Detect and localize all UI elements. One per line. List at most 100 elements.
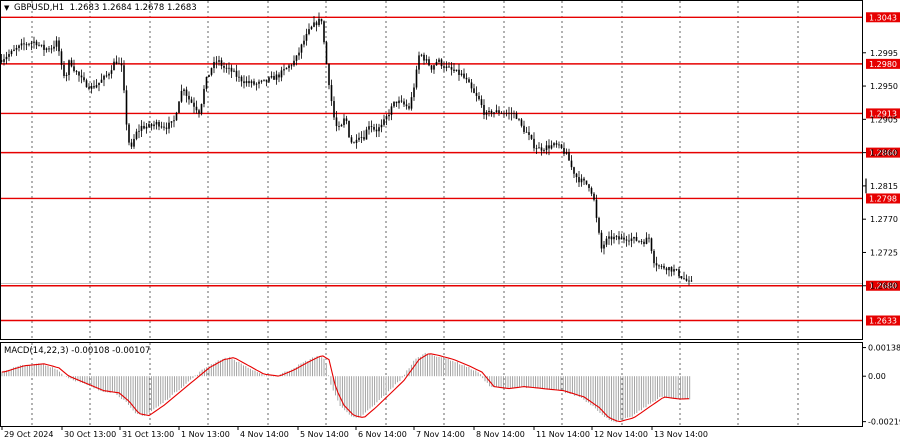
candle-body: [533, 138, 535, 149]
candle-body: [470, 82, 473, 89]
level-label-bg: [866, 193, 900, 204]
x-tick-label: 7 Nov 14:00: [416, 430, 465, 439]
candle-body: [18, 45, 20, 48]
x-tick-label: 29 Oct 2024: [4, 430, 53, 439]
y-tick-label: 1.2860: [870, 149, 898, 158]
candle-body: [360, 137, 363, 138]
candle-body: [195, 106, 198, 111]
candle-body: [465, 77, 468, 80]
candle-body: [388, 114, 390, 117]
level-label-bg: [866, 12, 900, 23]
candle-body: [313, 22, 315, 27]
candle-body: [665, 268, 668, 271]
candle-body: [50, 48, 53, 50]
candle-body: [210, 68, 213, 75]
candle-body: [233, 70, 235, 72]
candle-body: [540, 147, 543, 151]
candle-body: [675, 269, 678, 270]
candle-body: [390, 106, 393, 115]
candle-body: [628, 240, 630, 242]
candle-body: [445, 66, 448, 68]
candle-body: [363, 137, 365, 140]
candle-body: [245, 81, 248, 84]
candle-body: [650, 238, 653, 251]
candle-body: [348, 120, 350, 138]
candle-body: [283, 69, 285, 71]
candle-body: [275, 74, 278, 80]
candle-body: [188, 95, 190, 100]
candle-body: [228, 67, 230, 69]
candle-body: [153, 124, 155, 127]
candle-body: [278, 74, 280, 78]
candle-body: [468, 79, 470, 83]
candle-body: [128, 124, 130, 143]
x-tick-label: 8 Nov 14:00: [476, 430, 525, 439]
candle-body: [223, 65, 225, 68]
candle-body: [325, 42, 328, 64]
candle-body: [658, 265, 660, 267]
candle-body: [15, 47, 18, 50]
candle-body: [608, 236, 610, 239]
candle-body: [560, 144, 563, 148]
candle-body: [393, 101, 395, 107]
candle-body: [383, 119, 385, 125]
candle-body: [573, 167, 575, 174]
candle-body: [83, 77, 85, 81]
candle-body: [148, 124, 150, 127]
symbol-dropdown-icon[interactable]: ▼: [4, 4, 10, 12]
y-tick-label: 1.2950: [870, 82, 898, 91]
candle-body: [538, 147, 540, 149]
candle-body: [535, 148, 538, 150]
candle-body: [528, 132, 530, 135]
candle-body: [220, 60, 223, 66]
candle-body: [85, 80, 88, 88]
candle-body: [425, 59, 428, 61]
level-label: 1.2860: [869, 149, 897, 158]
candle-body: [178, 101, 180, 113]
x-tick-label: 4 Nov 14:00: [240, 430, 289, 439]
candle-body: [158, 121, 160, 127]
candle-body: [588, 184, 590, 189]
candle-body: [343, 118, 345, 125]
x-tick-label: 5 Nov 14:00: [300, 430, 349, 439]
candle-body: [678, 269, 680, 277]
candle-body: [413, 87, 415, 98]
candle-body: [108, 73, 110, 76]
candle-body: [293, 60, 295, 66]
x-tick-label: 1 Nov 13:00: [181, 430, 230, 439]
candle-body: [265, 79, 268, 82]
candle-body: [270, 76, 273, 78]
candle-body: [505, 113, 508, 115]
candle-body: [323, 21, 325, 43]
x-tick-label: 31 Oct 13:00: [122, 430, 174, 439]
candle-body: [263, 79, 265, 81]
candle-body: [568, 152, 570, 161]
candle-body: [75, 70, 78, 72]
x-tick-label: 6 Nov 14:00: [358, 430, 407, 439]
candle-body: [253, 81, 255, 85]
candle-body: [615, 236, 618, 238]
candle-body: [423, 54, 425, 61]
candle-body: [415, 69, 418, 88]
candle-body: [653, 250, 655, 264]
candle-body: [310, 26, 313, 30]
candle-body: [555, 143, 558, 145]
candle-body: [105, 75, 108, 77]
candle-body: [395, 101, 398, 104]
candle-body: [453, 69, 455, 72]
candle-body: [48, 48, 50, 50]
candle-body: [548, 145, 550, 149]
candle-body: [318, 18, 320, 26]
candle-body: [375, 129, 378, 132]
candle-body: [340, 124, 343, 127]
candle-body: [355, 139, 358, 144]
candle-body: [498, 110, 500, 114]
candle-body: [193, 102, 195, 107]
candle-body: [433, 65, 435, 70]
candle-body: [668, 267, 670, 271]
candle-body: [320, 18, 323, 22]
candle-body: [645, 237, 648, 244]
candle-body: [478, 95, 480, 100]
macd-y-tick-label: 0.00138: [868, 344, 900, 353]
price-axis: 1.2995 1.2950 1.2905 1.2860 1.2815 1.2770 1.27…: [862, 49, 898, 291]
